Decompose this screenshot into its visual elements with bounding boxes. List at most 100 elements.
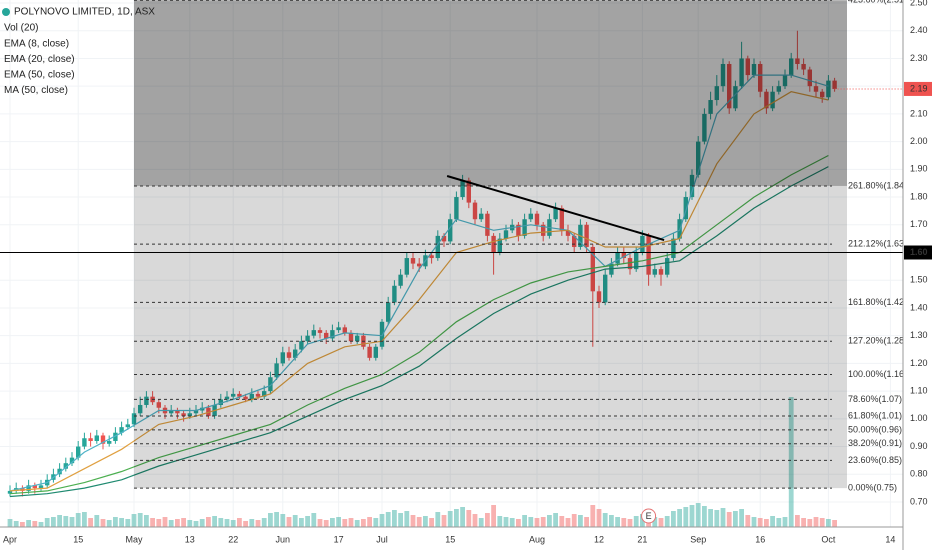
volume-bar <box>621 518 627 527</box>
volume-bar <box>119 518 124 527</box>
volume-bar <box>658 518 664 527</box>
volume-bar <box>720 508 726 527</box>
candle-body <box>696 141 701 175</box>
volume-bar <box>7 519 13 527</box>
volume-bar <box>795 515 800 527</box>
candle-body <box>169 410 174 414</box>
volume-bar <box>528 517 534 527</box>
volume-bar <box>237 518 242 527</box>
candle-body <box>460 180 465 198</box>
candle-body <box>658 269 664 275</box>
candle-body <box>107 441 112 444</box>
candle-body <box>218 399 223 405</box>
volume-bar <box>75 513 81 527</box>
x-tick-label: 13 <box>185 534 195 544</box>
volume-bar <box>274 512 279 527</box>
y-tick-label: 1.50 <box>910 275 928 285</box>
volume-bar <box>689 505 695 527</box>
candle-body <box>832 80 837 89</box>
candle-body <box>826 80 831 98</box>
legend: POLYNOVO LIMITED, 1D, ASX Vol (20) EMA (… <box>2 7 155 96</box>
fib-level-label: 50.00%(0.96) <box>848 424 902 434</box>
candle-body <box>410 258 416 264</box>
volume-bar <box>677 509 682 527</box>
volume-bar <box>714 510 720 527</box>
status-dot <box>2 8 10 16</box>
volume-bar <box>131 514 137 527</box>
candle-body <box>491 235 496 253</box>
volume-bar <box>38 522 44 527</box>
volume-bar <box>44 518 50 527</box>
fib-zone-light <box>134 185 847 489</box>
volume-bar <box>547 515 552 527</box>
volume-bar <box>609 515 614 527</box>
candle-body <box>596 291 602 303</box>
volume-bar <box>454 509 459 527</box>
volume-bar <box>509 518 515 527</box>
candle-body <box>745 58 750 76</box>
x-tick-label: Oct <box>821 534 836 544</box>
candle-body <box>138 404 143 414</box>
volume-bar <box>354 520 360 527</box>
candle-body <box>336 327 341 331</box>
candle-body <box>702 113 707 142</box>
candle-body <box>342 327 347 333</box>
candle-body <box>627 258 633 270</box>
volume-bar <box>584 517 589 527</box>
fib-zone-dark <box>134 0 847 186</box>
fib-level-label: 0.00%(0.75) <box>848 483 897 493</box>
volume-bar <box>596 509 602 527</box>
volume-bar <box>695 503 701 527</box>
volume-bar <box>305 516 310 527</box>
volume-bar <box>106 520 112 527</box>
candle-body <box>63 463 68 469</box>
volume-bar <box>435 512 441 527</box>
volume-bar <box>373 518 379 527</box>
x-tick-label: 16 <box>755 534 765 544</box>
volume-bar <box>63 516 69 527</box>
candle-body <box>683 197 688 220</box>
y-tick-label: 0.90 <box>910 441 928 451</box>
candle-body <box>305 335 310 342</box>
candle-body <box>807 69 812 87</box>
candle-body <box>175 410 180 414</box>
candle-body <box>243 396 248 400</box>
volume-bar <box>807 519 813 527</box>
x-tick-label: Apr <box>3 534 17 544</box>
volume-bar <box>410 515 416 527</box>
volume-bar <box>404 511 410 527</box>
volume-bar <box>88 518 93 527</box>
volume-bar <box>578 515 583 527</box>
candle-body <box>789 58 794 76</box>
volume-bar <box>553 513 558 527</box>
candle-body <box>367 346 372 358</box>
candle-body <box>94 435 99 442</box>
indicator-line <box>9 74 829 492</box>
volume-bar <box>230 520 236 527</box>
candle-body <box>82 438 87 447</box>
y-tick-label: 2.00 <box>910 136 928 146</box>
legend-volume: Vol (20) <box>4 23 38 34</box>
candle-body <box>417 263 422 267</box>
volume-bar <box>181 518 186 527</box>
candle-body <box>565 230 571 236</box>
candle-body <box>330 330 335 339</box>
volume-bar <box>633 516 639 527</box>
candle-body <box>448 219 453 242</box>
candle-body <box>733 86 738 109</box>
fib-level-label: 38.20%(0.91) <box>848 438 902 448</box>
volume-bar <box>751 517 757 527</box>
candle-body <box>584 224 589 247</box>
earnings-marker <box>641 508 657 524</box>
candle-body <box>603 274 608 303</box>
volume-bar <box>94 515 100 527</box>
volume-bar <box>571 514 577 527</box>
volume-bar <box>249 519 255 527</box>
x-tick-label: 15 <box>445 534 455 544</box>
candle-body <box>299 341 304 350</box>
candle-body <box>355 335 360 342</box>
volume-bar <box>429 518 434 527</box>
candle-body <box>119 427 124 433</box>
